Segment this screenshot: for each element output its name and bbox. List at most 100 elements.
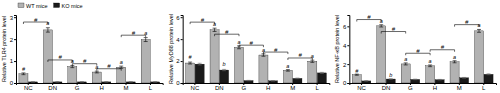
y-tick-label: 6 — [343, 24, 347, 30]
bar — [377, 26, 386, 83]
bar — [210, 30, 219, 83]
point-annotation: # — [189, 54, 193, 60]
error-bars — [31, 81, 157, 82]
panel: 0123NCDNGHML#####aaaaa#Relative TLR4 pro… — [1, 3, 163, 92]
x-tick-label: L — [149, 85, 153, 91]
y-tick: 2 — [176, 58, 182, 64]
x-tick: G — [241, 83, 246, 91]
error-bar — [247, 80, 251, 81]
bar — [102, 82, 111, 83]
error-bar — [364, 80, 368, 81]
bar — [186, 63, 195, 83]
x-tick: M — [124, 83, 129, 91]
bar — [411, 79, 420, 83]
y-axis: 0 2 4 6 — [343, 16, 350, 87]
bar-series — [186, 30, 317, 83]
error-bar — [222, 69, 226, 70]
point-annotation: a — [477, 22, 480, 28]
error-bar — [286, 70, 290, 72]
error-bar — [261, 54, 265, 56]
x-tick: M — [290, 83, 295, 91]
error-bar — [389, 78, 393, 80]
y-tick-label: 0 — [343, 80, 347, 86]
y-tick-label: 6 — [176, 15, 180, 21]
annotations: #####aaaaa# — [22, 17, 147, 72]
error-bar — [153, 81, 157, 82]
bar — [19, 74, 28, 83]
x-tick: DN — [382, 83, 391, 91]
error-bar — [438, 79, 442, 81]
y-tick: 0 — [176, 80, 182, 86]
x-tick: G — [408, 83, 413, 91]
bar-series — [362, 74, 493, 83]
bracket-label: # — [201, 17, 205, 23]
plot-area: 0123NCDNGHML#####aaaaa# — [10, 15, 164, 92]
point-annotation: a — [453, 54, 456, 60]
error-bar — [477, 29, 481, 32]
bracket-label: # — [441, 44, 445, 50]
y-tick-mark — [347, 83, 349, 84]
error-bars — [364, 74, 490, 81]
bracket-label: # — [274, 47, 278, 53]
x-tick-label: DN — [48, 85, 57, 91]
point-annotation: # — [22, 66, 26, 72]
x-tick: H — [266, 83, 270, 91]
bar — [386, 79, 395, 83]
bracket-label: # — [298, 52, 302, 58]
y-tick: 4 — [343, 43, 349, 49]
bar — [474, 31, 483, 83]
bar — [283, 70, 292, 83]
bar-series — [28, 82, 159, 83]
bracket-label: # — [465, 19, 469, 25]
y-tick: 0 — [343, 80, 349, 86]
bar-series — [352, 26, 483, 83]
bar — [352, 75, 361, 83]
bracket-label: # — [58, 54, 62, 60]
plot-area: 0246NCDNGHML######aaaaab — [343, 14, 497, 91]
bar — [43, 30, 52, 83]
bar — [426, 66, 435, 83]
error-bar — [144, 38, 148, 42]
point-annotation: a — [380, 18, 383, 24]
error-bars — [198, 63, 324, 81]
bar — [259, 55, 268, 83]
y-tick-label: 0 — [10, 80, 14, 86]
y-tick-mark — [14, 39, 16, 40]
x-tick-label: NC — [24, 85, 33, 91]
y-tick-label: 2 — [10, 37, 14, 43]
y-axis-line — [181, 16, 184, 84]
y-tick: 6 — [176, 15, 182, 21]
y-axis-title: Relative MyD88 protein level — [168, 14, 174, 84]
panel: 0246NCDNGHML######aaaaabRelative MyD88 p… — [168, 14, 330, 91]
x-tick: L — [482, 83, 486, 91]
error-bar — [80, 81, 84, 82]
bar — [450, 62, 459, 83]
bar — [220, 70, 229, 83]
y-tick-label: 1 — [10, 58, 14, 64]
y-tick-mark — [14, 83, 16, 84]
x-tick: G — [75, 83, 80, 91]
bar — [484, 74, 493, 83]
bracket-label: # — [367, 14, 371, 20]
legend-label: WT mice — [26, 3, 48, 9]
bar — [460, 78, 469, 83]
bracket-label: # — [225, 29, 229, 35]
y-tick: 4 — [176, 37, 182, 43]
bracket-label: # — [132, 30, 136, 36]
y-tick: 2 — [343, 62, 349, 68]
x-axis: NCDNGHML — [17, 83, 164, 91]
bracket-label: # — [250, 40, 254, 46]
bracket-label: # — [83, 58, 87, 64]
bar — [151, 82, 160, 83]
x-tick-label: NC — [357, 85, 366, 91]
error-bar — [413, 79, 417, 81]
bar — [362, 81, 371, 83]
legend-swatch — [54, 3, 60, 8]
point-annotation: a — [120, 59, 123, 65]
error-bar — [31, 81, 35, 82]
legend: WT miceKO mice — [18, 3, 83, 9]
point-annotation: a — [311, 53, 314, 59]
marks — [352, 20, 493, 83]
x-tick-label: H — [433, 85, 437, 91]
error-bar — [188, 62, 192, 64]
